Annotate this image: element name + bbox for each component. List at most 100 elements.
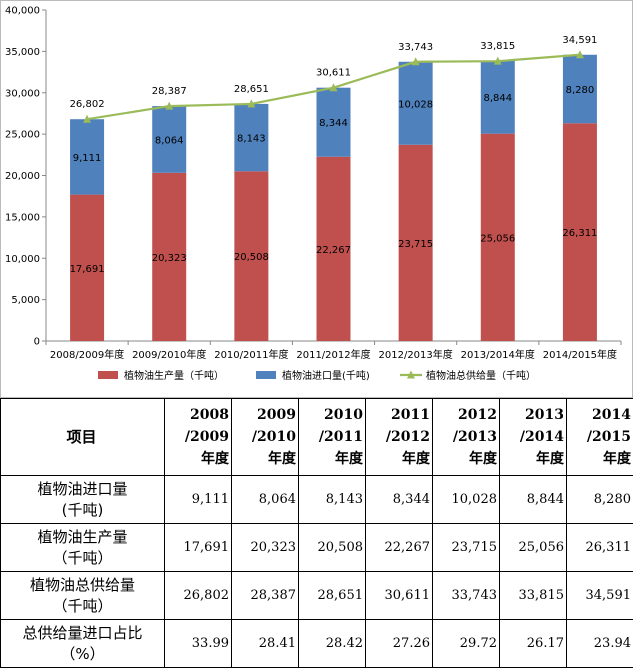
table-row: 总供给量进口占比（%） 33.99 28.41 28.42 27.26 29.7… [1,620,633,668]
year-header-line: /2011 [299,426,363,448]
table-cell: 8,844 [500,476,567,524]
x-tick-label: 2010/2011年度 [214,348,288,361]
table-cell: 23,715 [433,524,500,572]
row-label-line: 植物油进口量 [1,479,164,500]
row-label: 总供给量进口占比（%） [1,620,165,668]
data-label-import: 8,844 [483,93,512,104]
table-cell: 26.17 [500,620,567,668]
x-tick-label: 2011/2012年度 [296,348,370,361]
data-label-import: 8,280 [566,85,595,96]
y-tick-label: 20,000 [5,171,40,182]
x-tick-label: 2009/2010年度 [132,348,206,361]
table-cell: 27.26 [366,620,433,668]
year-header-line: 2009 [232,404,296,426]
data-label-production: 22,267 [316,245,351,256]
data-label-import: 9,111 [73,153,102,164]
year-header-line: /2013 [433,426,497,448]
year-header-line: 2012 [433,404,497,426]
row-label: 植物油总供给量（千吨） [1,572,165,620]
table-cell: 33.99 [165,620,232,668]
table-cell: 28,387 [232,572,299,620]
legend-label: 植物油总供给量（千吨） [426,369,536,382]
table-row: 植物油生产量（千吨） 17,691 20,323 20,508 22,267 2… [1,524,633,572]
data-label-total: 33,743 [398,42,433,53]
data-label-production: 26,311 [562,228,597,239]
data-label-production: 17,691 [70,264,105,275]
year-header-line: 年度 [165,448,229,470]
table-cell: 28.42 [299,620,366,668]
year-header-line: 年度 [299,448,363,470]
year-header-line: /2009 [165,426,229,448]
y-tick-label: 10,000 [5,254,40,265]
data-label-total: 28,651 [234,84,269,95]
y-tick-label: 40,000 [5,6,40,17]
year-header-line: 2008 [165,404,229,426]
data-label-import: 8,344 [319,118,348,129]
row-label-line: (千吨) [1,500,164,521]
y-tick-label: 25,000 [5,130,40,141]
row-label: 植物油生产量（千吨） [1,524,165,572]
y-tick-label: 15,000 [5,212,40,223]
table-cell: 28,651 [299,572,366,620]
data-label-import: 8,143 [237,134,266,145]
row-label-line: 植物油生产量 [1,527,164,548]
table-cell: 29.72 [433,620,500,668]
data-label-total: 30,611 [316,68,351,79]
table-cell: 26,802 [165,572,232,620]
year-header-line: /2014 [500,426,564,448]
table-cell: 8,280 [567,476,633,524]
table-cell: 26,311 [567,524,633,572]
year-header-line: 2013 [500,404,564,426]
year-header-line: 2010 [299,404,363,426]
data-label-total: 34,591 [562,35,597,46]
year-header-line: 年度 [366,448,430,470]
table-cell: 10,028 [433,476,500,524]
x-tick-label: 2014/2015年度 [543,348,617,361]
row-label-line: （千吨） [1,548,164,569]
table-cell: 23.94 [567,620,633,668]
legend-swatch [256,371,276,379]
y-tick-label: 35,000 [5,47,40,58]
table-row: 植物油进口量(千吨) 9,111 8,064 8,143 8,344 10,02… [1,476,633,524]
data-label-import: 10,028 [398,99,433,110]
table-cell: 33,815 [500,572,567,620]
data-label-import: 8,064 [155,135,184,146]
year-header-line: /2015 [567,426,631,448]
table-cell: 34,591 [567,572,633,620]
table-cell: 22,267 [366,524,433,572]
table-cell: 8,064 [232,476,299,524]
row-label: 植物油进口量(千吨) [1,476,165,524]
legend-label: 植物油生产量（千吨） [124,369,224,382]
data-label-production: 20,323 [152,253,187,264]
year-header-line: /2010 [232,426,296,448]
table-cell: 17,691 [165,524,232,572]
x-tick-label: 2013/2014年度 [461,348,535,361]
x-tick-label: 2008/2009年度 [50,348,124,361]
row-label-line: （%） [1,644,164,665]
x-tick-label: 2012/2013年度 [379,348,453,361]
table-cell: 8,344 [366,476,433,524]
y-tick-label: 30,000 [5,88,40,99]
year-header-line: /2012 [366,426,430,448]
year-header-line: 2011 [366,404,430,426]
table-cell: 20,508 [299,524,366,572]
row-label-line: （千吨） [1,596,164,617]
year-header-line: 2014 [567,404,631,426]
year-header-line: 年度 [567,448,631,470]
data-label-total: 33,815 [480,41,515,52]
stacked-bar-line-chart: 05,00010,00015,00020,00025,00030,00035,0… [0,0,633,398]
table-cell: 25,056 [500,524,567,572]
table-cell: 30,611 [366,572,433,620]
table-cell: 33,743 [433,572,500,620]
legend-swatch [98,371,118,379]
row-label-line: 总供给量进口占比 [1,623,164,644]
row-label-line: 植物油总供给量 [1,575,164,596]
